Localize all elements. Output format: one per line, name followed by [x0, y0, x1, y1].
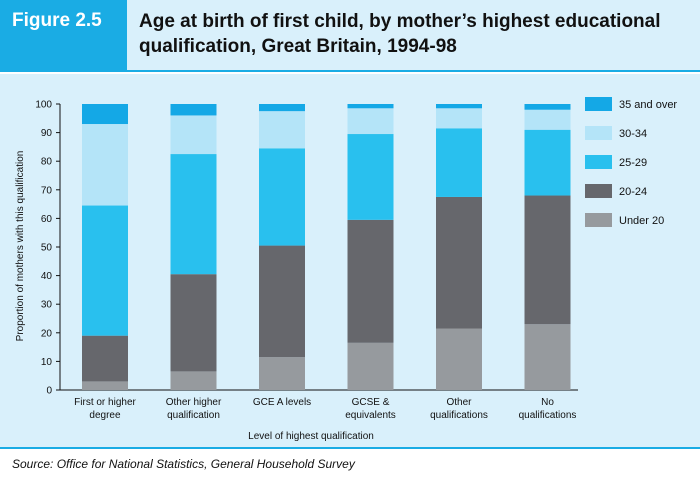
bar-segment [436, 104, 482, 109]
x-axis: First or higher degree Other higher qualifi… [74, 397, 576, 421]
x-tick-label: equivalents [345, 410, 396, 421]
x-tick-label: Other higher [166, 397, 222, 408]
bar-segment [170, 371, 217, 390]
legend: 35 and over 30-34 25-29 20-24 Under 20 [585, 97, 677, 227]
y-axis: 0 10 20 30 40 50 60 70 80 90 100 [35, 100, 578, 397]
bar-segment [82, 104, 128, 125]
figure-title-line-1: Age at birth of first child, by mother’s… [139, 11, 661, 32]
legend-label: 25-29 [619, 157, 647, 169]
bar-segment [524, 109, 571, 130]
bar-segment [347, 134, 394, 220]
x-tick-label: qualifications [430, 410, 488, 421]
y-tick-label: 70 [41, 185, 53, 196]
legend-label: Under 20 [619, 215, 664, 227]
y-tick-label: 80 [41, 157, 53, 168]
x-axis-label: Level of highest qualification [248, 431, 374, 442]
bar-segment [436, 128, 482, 197]
source-divider [0, 447, 700, 449]
figure-title-line-2: qualification, Great Britain, 1994-98 [139, 36, 457, 57]
x-tick-label: qualifications [519, 410, 577, 421]
bar-segment [259, 148, 305, 246]
bar-segment [347, 219, 394, 343]
legend-label: 35 and over [619, 99, 677, 111]
bar-segment [82, 381, 128, 390]
bar-segment [82, 335, 128, 382]
bar-segment [524, 324, 571, 390]
x-tick-label: First or higher [74, 397, 136, 408]
bar-segment [82, 205, 128, 336]
bar-segment [524, 129, 571, 196]
figure-title: Age at birth of first child, by mother’s… [127, 0, 700, 72]
x-tick-label: GCSE & [352, 397, 390, 408]
y-tick-label: 50 [41, 243, 53, 254]
bar-segment [82, 124, 128, 206]
figure-header: Figure 2.5 Age at birth of first child, … [0, 0, 700, 72]
y-tick-label: 60 [41, 214, 53, 225]
source-note: Source: Office for National Statistics, … [12, 457, 355, 471]
chart-panel: 0 10 20 30 40 50 60 70 80 90 100 First or higher de… [0, 74, 700, 447]
legend-label: 20-24 [619, 186, 647, 198]
legend-swatch [585, 213, 612, 227]
bar-segment [259, 357, 305, 390]
bar-segment [436, 328, 482, 390]
bar-segment [347, 342, 394, 390]
bars-group [82, 104, 571, 390]
bar-segment [170, 274, 217, 372]
bar-segment [347, 104, 394, 109]
legend-label: 30-34 [619, 128, 647, 140]
y-tick-label: 90 [41, 128, 53, 139]
legend-swatch [585, 184, 612, 198]
bar-segment [524, 104, 571, 110]
bar-segment [524, 195, 571, 325]
y-tick-label: 10 [41, 357, 53, 368]
x-tick-label: degree [89, 410, 121, 421]
y-tick-label: 100 [35, 100, 52, 111]
y-tick-label: 20 [41, 328, 53, 339]
stacked-bar-chart: 0 10 20 30 40 50 60 70 80 90 100 First or higher de… [15, 97, 677, 442]
x-tick-label: qualification [167, 410, 220, 421]
x-tick-label: No [541, 397, 554, 408]
bar-segment [170, 115, 217, 155]
figure-number: Figure 2.5 [0, 0, 127, 72]
bar-segment [259, 104, 305, 112]
bar-segment [436, 196, 482, 329]
x-tick-label: Other [446, 397, 472, 408]
bar-segment [436, 108, 482, 129]
legend-swatch [585, 126, 612, 140]
bar-segment [347, 108, 394, 135]
y-tick-label: 0 [46, 386, 52, 397]
bar-segment [170, 104, 217, 116]
legend-swatch [585, 97, 612, 111]
y-tick-label: 40 [41, 271, 53, 282]
y-axis-label: Proportion of mothers with this qualific… [15, 151, 26, 342]
y-tick-label: 30 [41, 300, 53, 311]
legend-swatch [585, 155, 612, 169]
bar-segment [259, 245, 305, 358]
x-tick-label: GCE A levels [253, 397, 311, 408]
bar-segment [259, 111, 305, 149]
bar-segment [170, 154, 217, 275]
